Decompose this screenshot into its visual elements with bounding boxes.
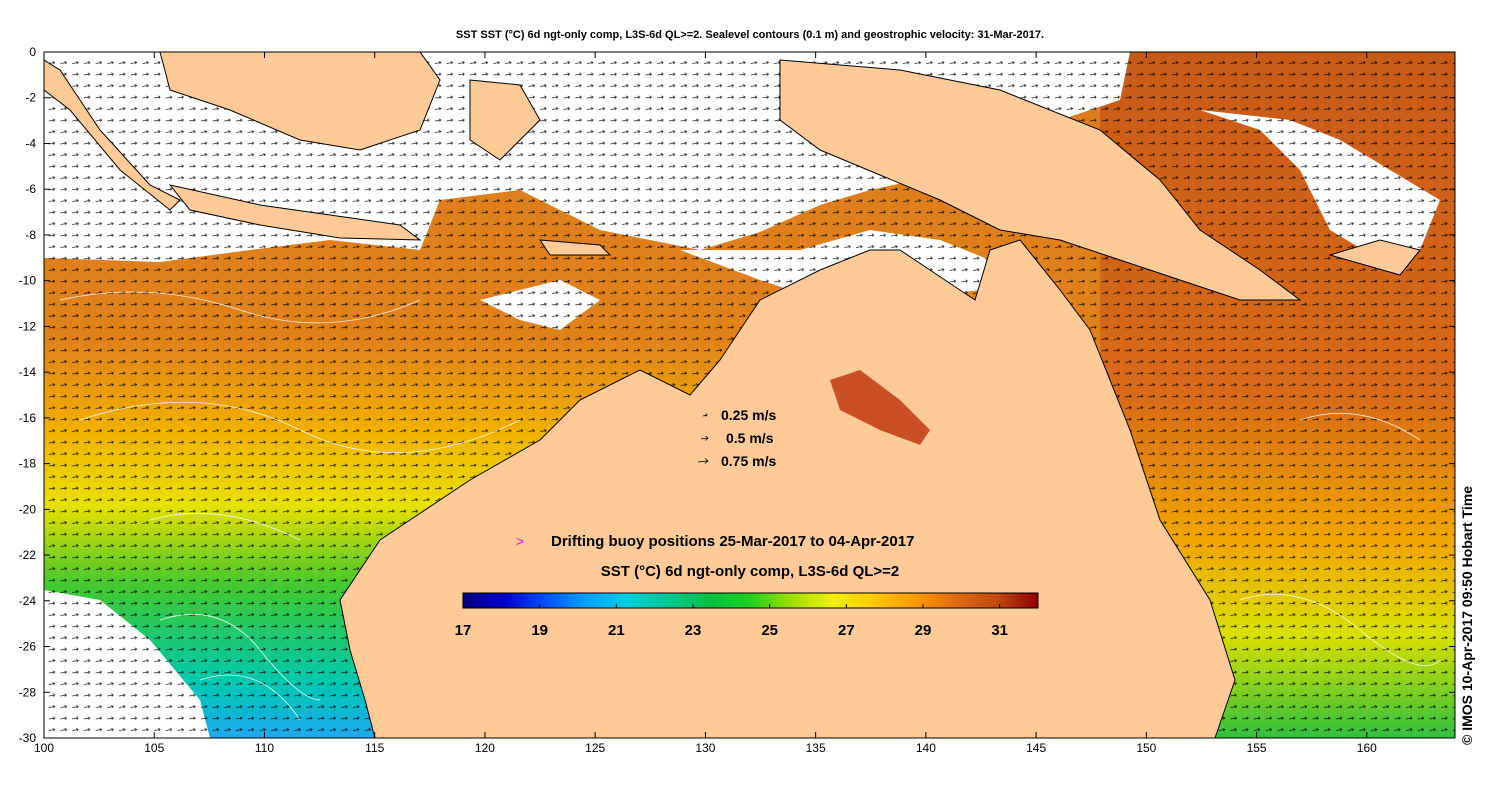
credit-text: © IMOS 10-Apr-2017 09:50 Hobart Time — [1459, 485, 1475, 745]
land-australia — [339, 239, 1236, 738]
velocity-legend-label: 0.25 m/s — [721, 407, 776, 423]
lat-tick-label: -4 — [25, 136, 36, 150]
gulf-warm-patch — [830, 370, 930, 445]
map-title: SST SST (°C) 6d ngt-only comp, L3S-6d QL… — [455, 29, 1045, 41]
velocity-legend-entry: 0.75 m/s — [697, 453, 776, 469]
lat-tick-label: -30 — [19, 731, 37, 745]
land-timor — [539, 239, 612, 256]
colorbar-scale — [462, 592, 1039, 609]
buoy-legend-label: Drifting buoy positions 25-Mar-2017 to 0… — [551, 533, 914, 550]
lon-tick-label: 135 — [806, 741, 826, 755]
lat-tick-label: -10 — [19, 274, 37, 288]
lon-tick-label: 145 — [1026, 741, 1046, 755]
lat-tick-label: -14 — [19, 365, 37, 379]
lon-tick-label: 115 — [365, 741, 384, 755]
land-sulawesi — [469, 79, 541, 161]
lon-tick-label: 105 — [144, 741, 164, 755]
lon-tick-label: 120 — [475, 741, 495, 755]
colorbar-tick-label: 29 — [915, 622, 932, 639]
buoy-legend: > Drifting buoy positions 25-Mar-2017 to… — [516, 533, 914, 550]
sealevel-contours — [59, 291, 1441, 721]
velocity-arrow-icon — [702, 413, 708, 417]
lat-tick-label: -20 — [19, 502, 37, 516]
longitude-axis: 100 105 110 115 120 125 130 135 140 145 150 155 160 — [34, 52, 1377, 755]
colorbar-tick-label: 27 — [838, 622, 855, 639]
lon-tick-label: 160 — [1357, 741, 1377, 755]
land-masses — [44, 52, 1421, 738]
lat-tick-label: -24 — [19, 594, 37, 608]
map-area — [44, 52, 1455, 738]
lon-tick-label: 150 — [1136, 741, 1156, 755]
lat-tick-label: -8 — [25, 228, 36, 242]
lon-tick-label: 110 — [255, 741, 274, 755]
lat-tick-label: -12 — [19, 319, 37, 333]
velocity-arrow-icon — [700, 435, 709, 441]
land-new-guinea — [779, 59, 1302, 301]
velocity-legend-label: 0.75 m/s — [721, 453, 776, 469]
land-java — [168, 184, 422, 241]
lat-tick-label: -26 — [19, 640, 37, 654]
lat-tick-label: 0 — [29, 45, 36, 59]
colorbar-ticks: 17 19 21 23 25 27 29 31 — [455, 604, 1008, 639]
land-sumatra — [44, 59, 181, 211]
lat-tick-label: -28 — [19, 685, 37, 699]
velocity-arrow-icon — [697, 458, 709, 464]
colorbar-title: SST (°C) 6d ngt-only comp, L3S-6d QL>=2 — [601, 563, 900, 580]
colorbar-tick-label: 21 — [608, 622, 625, 639]
lon-tick-label: 100 — [34, 741, 54, 755]
lon-tick-label: 155 — [1247, 741, 1267, 755]
velocity-legend-label: 0.5 m/s — [726, 430, 774, 446]
map-frame — [43, 51, 1456, 739]
land-new-britain — [1328, 239, 1421, 276]
colorbar-tick-label: 17 — [455, 622, 472, 639]
colorbar-tick-label: 31 — [991, 622, 1008, 639]
lat-tick-label: -6 — [25, 182, 36, 196]
buoy-marker-icon: > — [516, 533, 524, 549]
lat-tick-label: -18 — [19, 457, 37, 471]
colorbar: SST (°C) 6d ngt-only comp, L3S-6d QL>=2 … — [455, 563, 1039, 639]
lon-tick-label: 140 — [916, 741, 936, 755]
lon-tick-label: 125 — [585, 741, 605, 755]
colorbar-tick-label: 19 — [531, 622, 548, 639]
lat-tick-label: -22 — [19, 548, 37, 562]
colorbar-tick-label: 23 — [685, 622, 702, 639]
colorbar-tick-label: 25 — [761, 622, 778, 639]
velocity-legend: 0.25 m/s 0.5 m/s 0.75 m/s — [697, 407, 776, 469]
land-borneo — [159, 52, 441, 151]
lat-tick-label: -16 — [19, 411, 37, 425]
lon-tick-label: 130 — [695, 741, 715, 755]
velocity-legend-entry: 0.25 m/s — [702, 407, 776, 423]
lat-tick-label: -2 — [25, 91, 36, 105]
velocity-legend-entry: 0.5 m/s — [700, 430, 774, 446]
latitude-axis: 0 -2 -4 -6 -8 -10 -12 -14 -16 -18 -20 -22 -24 -26 -28 -… — [19, 45, 1455, 745]
